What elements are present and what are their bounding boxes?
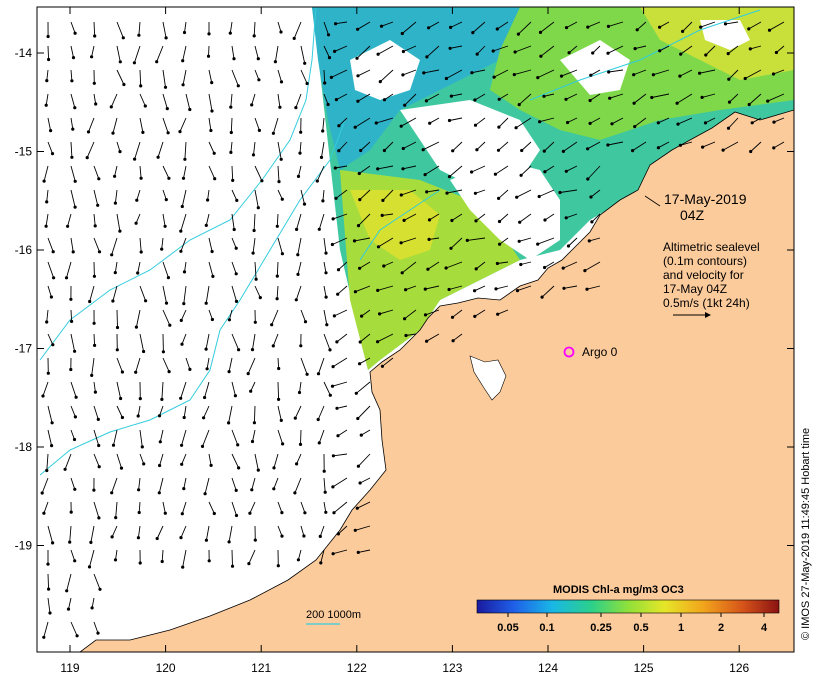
latitude-axis: -14 -15 -16 -17 -18 -19 xyxy=(15,46,794,553)
colorbar-tick-label: 0.5 xyxy=(633,622,648,634)
lon-tick-label: 122 xyxy=(347,661,367,675)
lat-tick-label: -17 xyxy=(15,342,33,356)
lon-tick-label: 125 xyxy=(634,661,654,675)
plot-area xyxy=(37,7,794,652)
credit-text: © IMOS 27-May-2019 11:49:45 Hobart time xyxy=(800,427,812,640)
legend-line-4: 17-May 04Z xyxy=(663,282,727,296)
lon-tick-label: 126 xyxy=(729,661,749,675)
lon-tick-label: 123 xyxy=(442,661,462,675)
velocity-arrows xyxy=(40,21,785,639)
colorbar-tick-label: 0.25 xyxy=(590,622,611,634)
argo-float-marker xyxy=(563,346,575,358)
lon-tick-label: 120 xyxy=(156,661,176,675)
colorbar-tick-label: 4 xyxy=(761,622,768,634)
longitude-axis: 119 120 121 122 123 124 125 126 xyxy=(60,7,750,675)
date-label-line2: 04Z xyxy=(680,207,705,223)
lon-tick-label: 121 xyxy=(251,661,271,675)
legend-line-5: 0.5m/s (1kt 24h) xyxy=(663,296,750,310)
colorbar-tick-label: 0.1 xyxy=(539,622,554,634)
lat-tick-label: -15 xyxy=(15,145,33,159)
argo-label: Argo 0 xyxy=(582,345,618,359)
colorbar-tick-label: 0.05 xyxy=(497,622,518,634)
date-label-pointer xyxy=(644,195,661,207)
colorbar-tick-label: 1 xyxy=(678,622,684,634)
plot-frame xyxy=(36,6,795,653)
colorbar-tick-label: 2 xyxy=(718,622,724,634)
chlorophyll-colorbar: MODIS Chl-a mg/m3 OC3 0.05 0.1 0.25 0.5 1 2 4 xyxy=(476,584,780,634)
altimetry-legend: Altimetric sealevel (0.1m contours) and … xyxy=(663,240,760,318)
sealevel-contours xyxy=(39,7,761,476)
lat-tick-label: -16 xyxy=(15,243,33,257)
lat-tick-label: -19 xyxy=(15,539,33,553)
colorbar-bar xyxy=(476,599,780,614)
date-label-line1: 17-May-2019 xyxy=(664,191,747,207)
depth-contour-label: 200 1000m xyxy=(306,609,361,621)
gulf xyxy=(469,355,507,401)
lat-tick-label: -18 xyxy=(15,440,33,454)
colorbar-ticks: 0.05 0.1 0.25 0.5 1 2 4 xyxy=(497,613,768,634)
land-mass xyxy=(79,109,794,652)
legend-line-2: (0.1m contours) xyxy=(663,254,747,268)
lon-tick-label: 124 xyxy=(538,661,558,675)
lat-tick-label: -14 xyxy=(15,46,33,60)
lon-tick-label: 119 xyxy=(60,661,79,675)
legend-line-1: Altimetric sealevel xyxy=(663,240,760,254)
legend-line-3: and velocity for xyxy=(663,268,744,282)
colorbar-title: MODIS Chl-a mg/m3 OC3 xyxy=(553,584,684,596)
